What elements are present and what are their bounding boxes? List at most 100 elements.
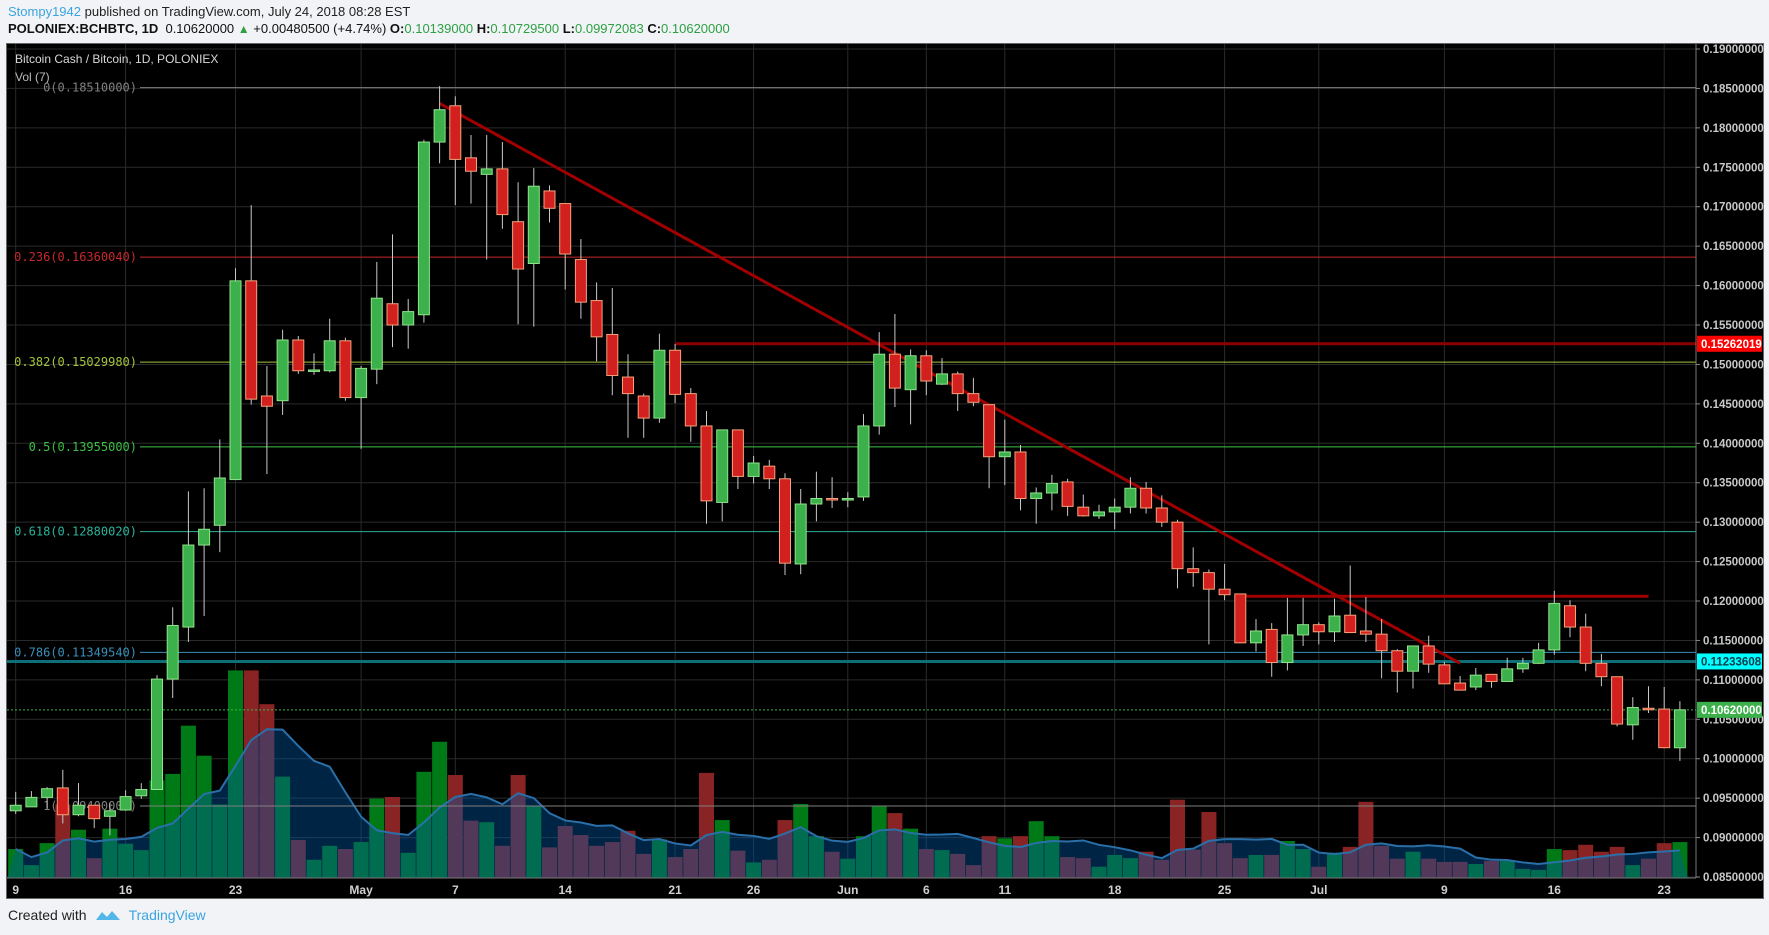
chart-title: Bitcoin Cash / Bitcoin, 1D, POLONIEX (15, 52, 218, 66)
date-tick-label: 23 (1658, 883, 1672, 897)
candle-body (198, 528, 211, 546)
candle-body (857, 425, 870, 498)
volume-bar (1091, 866, 1107, 878)
candle-body (229, 280, 242, 481)
candle-body (1375, 633, 1388, 652)
publisher-link[interactable]: Stompy1942 (8, 4, 81, 19)
candle-body (1642, 707, 1655, 711)
candle-body (1108, 506, 1121, 513)
volume-bar (1389, 858, 1405, 878)
candle-body (135, 788, 148, 797)
volume-bar (793, 803, 809, 878)
volume-bar (1327, 852, 1342, 878)
fib-level-label: 0.618(0.12880020) (14, 525, 137, 539)
tradingview-link[interactable]: TradingView (128, 907, 206, 923)
candle-body (1344, 614, 1357, 634)
volume-bar (369, 798, 385, 878)
candle-body (559, 203, 572, 255)
candle-body (1454, 682, 1467, 691)
fib-level-label: 0.786(0.11349540) (14, 645, 137, 659)
last-price: 0.10620000 (165, 21, 235, 36)
volume-bar (1421, 858, 1437, 878)
volume-bar (1028, 821, 1044, 878)
volume-bar (1484, 860, 1499, 878)
date-tick-label: 18 (1108, 883, 1122, 897)
date-tick-label: 9 (12, 883, 19, 897)
candle-body (88, 804, 101, 820)
candle-body (1422, 645, 1435, 665)
publish-info: Stompy1942 published on TradingView.com,… (8, 4, 410, 19)
volume-bar (1217, 843, 1233, 878)
candle-body (308, 369, 320, 372)
candle-body (1045, 483, 1058, 494)
volume-bar (699, 772, 714, 878)
price-tick-label: 0.15000000 (1703, 359, 1764, 371)
candle-body (417, 141, 430, 316)
volume-bar (1499, 860, 1515, 878)
candle-body (1485, 673, 1498, 682)
date-tick-label: Jul (1310, 883, 1327, 897)
volume-bar (903, 828, 919, 878)
volume-bar (840, 858, 856, 878)
volume-bar (243, 670, 259, 878)
candle-body (386, 303, 399, 326)
volume-bar (1546, 849, 1562, 878)
volume-bar (353, 842, 369, 878)
candle-body (213, 477, 226, 526)
volume-bar (604, 842, 620, 878)
candle-body (182, 544, 195, 628)
published-text: published on TradingView.com, July 24, 2… (84, 4, 411, 19)
volume-bar (981, 836, 997, 878)
candle-body (56, 787, 69, 816)
trendline (438, 102, 1461, 665)
volume-bar (275, 776, 291, 878)
volume-bar (1107, 854, 1123, 878)
price-tick-label: 0.19000000 (1703, 44, 1764, 56)
chart-panel[interactable] (6, 43, 1764, 899)
candle-body (653, 349, 666, 419)
volume-bar (196, 755, 212, 878)
date-tick-label: 21 (668, 883, 682, 897)
date-tick-label: 26 (747, 883, 761, 897)
candle-body (9, 804, 22, 812)
candle-body (1407, 645, 1419, 672)
volume-bar (856, 836, 871, 878)
date-tick-label: May (349, 883, 373, 897)
candle-body (1501, 668, 1514, 682)
volume-bar (1562, 850, 1578, 878)
candle-body (402, 311, 415, 326)
candle-body (998, 451, 1011, 458)
price-tick-label: 0.17000000 (1703, 202, 1764, 214)
volume-bar (259, 704, 275, 878)
candle-body (1124, 487, 1137, 508)
volume-bar (761, 859, 777, 878)
candle-body (841, 498, 854, 501)
candle-body (41, 788, 54, 798)
price-tick-label: 0.18000000 (1703, 123, 1764, 135)
open-label: O: (389, 21, 405, 36)
volume-bar (1044, 836, 1060, 878)
volume-bar (228, 670, 243, 878)
candle-body (1673, 709, 1686, 749)
volume-bar (714, 820, 730, 878)
candle-body (480, 168, 493, 175)
candle-body (496, 168, 509, 216)
candle-body (669, 349, 682, 395)
volume-bar (934, 850, 950, 878)
volume-bar (118, 843, 134, 878)
volume-label: Vol (7) (15, 70, 50, 84)
volume-bar (918, 849, 934, 878)
date-tick-label: 25 (1218, 883, 1232, 897)
volume-bar (510, 775, 526, 878)
candle-body (276, 339, 289, 402)
candle-body (779, 478, 791, 564)
volume-bar (416, 771, 432, 878)
candle-body (1155, 507, 1168, 523)
created-with-text: Created with (8, 907, 87, 923)
candle-body (339, 340, 352, 399)
volume-bar (322, 845, 338, 878)
price-tick-label: 0.15500000 (1703, 320, 1764, 332)
volume-bar (620, 830, 636, 878)
volume-bar (1452, 861, 1468, 878)
